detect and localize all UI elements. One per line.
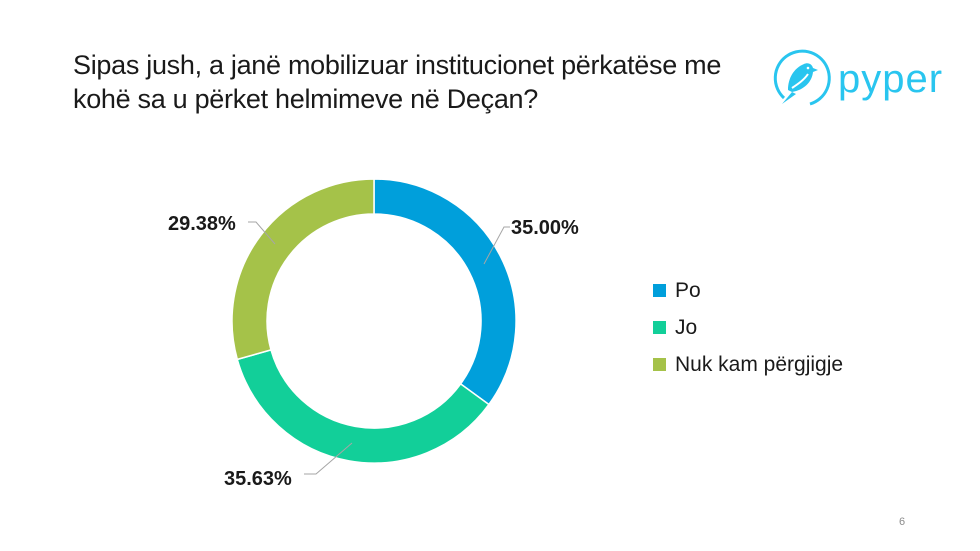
legend-swatch-nuk <box>653 358 666 371</box>
chart-legend: Po Jo Nuk kam përgjigje <box>653 272 843 383</box>
legend-item-nuk[interactable]: Nuk kam përgjigje <box>653 346 843 383</box>
bird-logo-icon <box>773 49 831 106</box>
data-label-po: 35.00% <box>511 217 579 239</box>
data-label-nuk: 29.38% <box>168 213 236 235</box>
slice-jo[interactable] <box>236 348 490 464</box>
legend-label-jo: Jo <box>675 315 698 339</box>
legend-label-po: Po <box>675 278 701 302</box>
leader-line-po <box>483 226 510 265</box>
pyper-logo: pyper <box>770 48 943 110</box>
legend-label-nuk: Nuk kam përgjigje <box>675 352 844 376</box>
leader-line-nuk <box>248 221 276 245</box>
leader-line-jo <box>304 442 353 475</box>
legend-swatch-jo <box>653 321 666 334</box>
data-label-jo: 35.63% <box>224 468 292 490</box>
page-number: 6 <box>899 516 906 528</box>
slice-po[interactable] <box>373 178 517 406</box>
slice-nuk[interactable] <box>231 178 375 361</box>
legend-item-po[interactable]: Po <box>653 272 843 309</box>
legend-swatch-po <box>653 284 666 297</box>
legend-item-jo[interactable]: Jo <box>653 309 843 346</box>
chart-title: Sipas jush, a janë mobilizuar institucio… <box>73 50 722 114</box>
logo-text: pyper <box>838 56 944 101</box>
